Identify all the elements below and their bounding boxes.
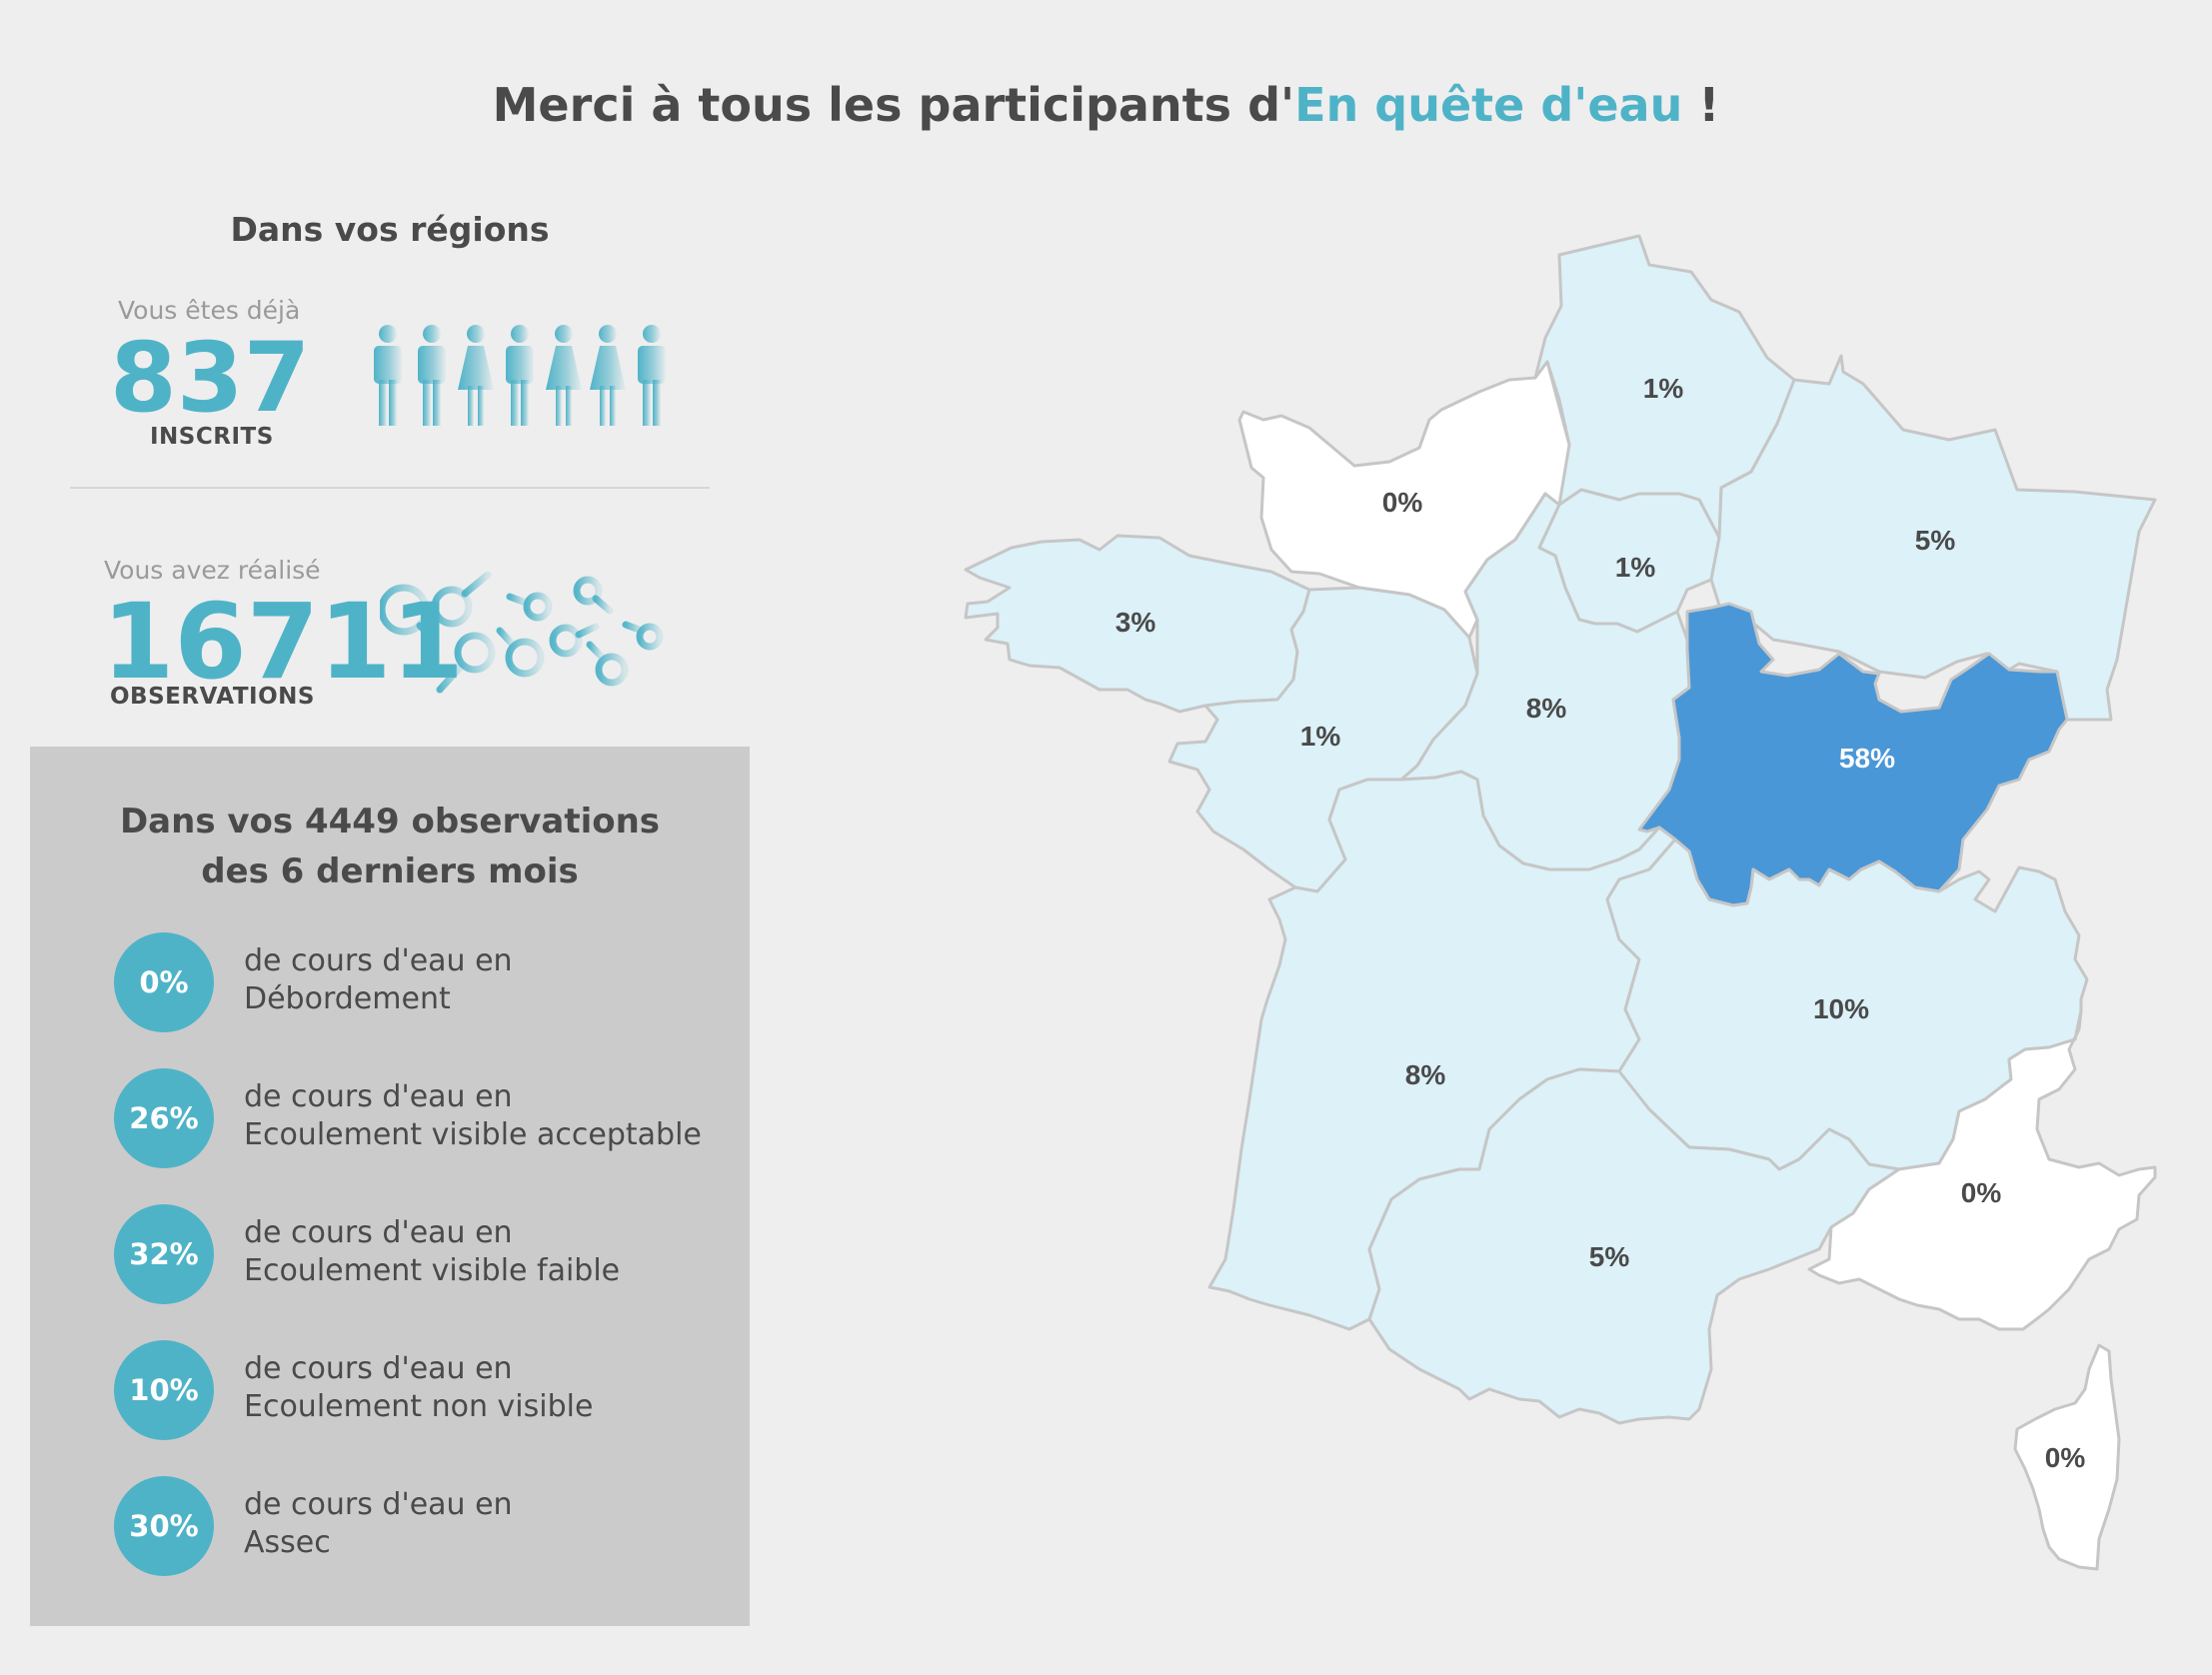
stat-row-text: de cours d'eau en Ecoulement visible acc… xyxy=(244,1078,702,1154)
observations-title-line2: des 6 derniers mois xyxy=(201,851,579,891)
stat-row-text: de cours d'eau en Débordement xyxy=(244,942,513,1018)
region-occitanie[interactable] xyxy=(1367,1067,1901,1425)
stat-row-line2: Assec xyxy=(244,1525,331,1560)
observations-intro: Vous avez réalisé xyxy=(104,556,321,585)
stat-row-text: de cours d'eau en Assec xyxy=(244,1486,513,1562)
region-corse[interactable] xyxy=(2013,1343,2121,1571)
stat-row-ecoulement-faible: 32% de cours d'eau en Ecoulement visible… xyxy=(114,1204,734,1306)
page-title: Merci à tous les participants d'En quête… xyxy=(0,78,2212,132)
stat-row-line2: Ecoulement non visible xyxy=(244,1389,594,1424)
stat-row-text: de cours d'eau en Ecoulement non visible xyxy=(244,1350,593,1426)
observations-panel-title: Dans vos 4449 observations des 6 dernier… xyxy=(30,797,750,896)
stat-row-ecoulement-acceptable: 26% de cours d'eau en Ecoulement visible… xyxy=(114,1068,734,1170)
stat-row-ecoulement-non-visible: 10% de cours d'eau en Ecoulement non vis… xyxy=(114,1340,734,1442)
stat-row-line1: de cours d'eau en xyxy=(244,1487,513,1522)
stat-row-text: de cours d'eau en Ecoulement visible fai… xyxy=(244,1214,620,1290)
observations-panel: Dans vos 4449 observations des 6 dernier… xyxy=(30,747,750,1626)
stat-row-line1: de cours d'eau en xyxy=(244,1351,513,1386)
regions-title: Dans vos régions xyxy=(230,210,550,249)
observations-label: OBSERVATIONS xyxy=(110,684,315,710)
percent-badge: 26% xyxy=(114,1068,214,1168)
percent-badge: 10% xyxy=(114,1340,214,1440)
registered-label: INSCRITS xyxy=(150,424,274,450)
title-accent: En quête d'eau xyxy=(1294,78,1683,132)
title-end: ! xyxy=(1682,78,1720,132)
region-bretagne[interactable] xyxy=(964,534,1311,714)
stat-row-line1: de cours d'eau en xyxy=(244,1079,513,1114)
stats-sidebar: Dans vos régions Vous êtes déjà 837 INSC… xyxy=(0,0,760,1675)
registered-intro: Vous êtes déjà xyxy=(118,296,301,325)
stat-row-line1: de cours d'eau en xyxy=(244,1215,513,1250)
divider xyxy=(70,487,710,489)
stat-row-line2: Ecoulement visible faible xyxy=(244,1253,621,1288)
stat-row-line1: de cours d'eau en xyxy=(244,943,513,978)
stat-row-line2: Débordement xyxy=(244,981,451,1016)
stat-row-debordement: 0% de cours d'eau en Débordement xyxy=(114,932,734,1034)
magnifier-icon xyxy=(380,571,664,694)
observations-count: 16711 xyxy=(102,581,464,703)
percent-badge: 0% xyxy=(114,932,214,1032)
observations-title-line1: Dans vos 4449 observations xyxy=(119,802,661,841)
stat-row-line2: Ecoulement visible acceptable xyxy=(244,1117,702,1152)
percent-badge: 30% xyxy=(114,1476,214,1576)
percent-badge: 32% xyxy=(114,1204,214,1304)
title-text: Merci à tous les participants d' xyxy=(492,78,1295,132)
people-icon xyxy=(374,325,666,426)
region-provence-alpes-cote-dazur[interactable] xyxy=(1807,1009,2157,1331)
registered-count: 837 xyxy=(110,322,311,434)
stat-row-assec: 30% de cours d'eau en Assec xyxy=(114,1476,734,1578)
